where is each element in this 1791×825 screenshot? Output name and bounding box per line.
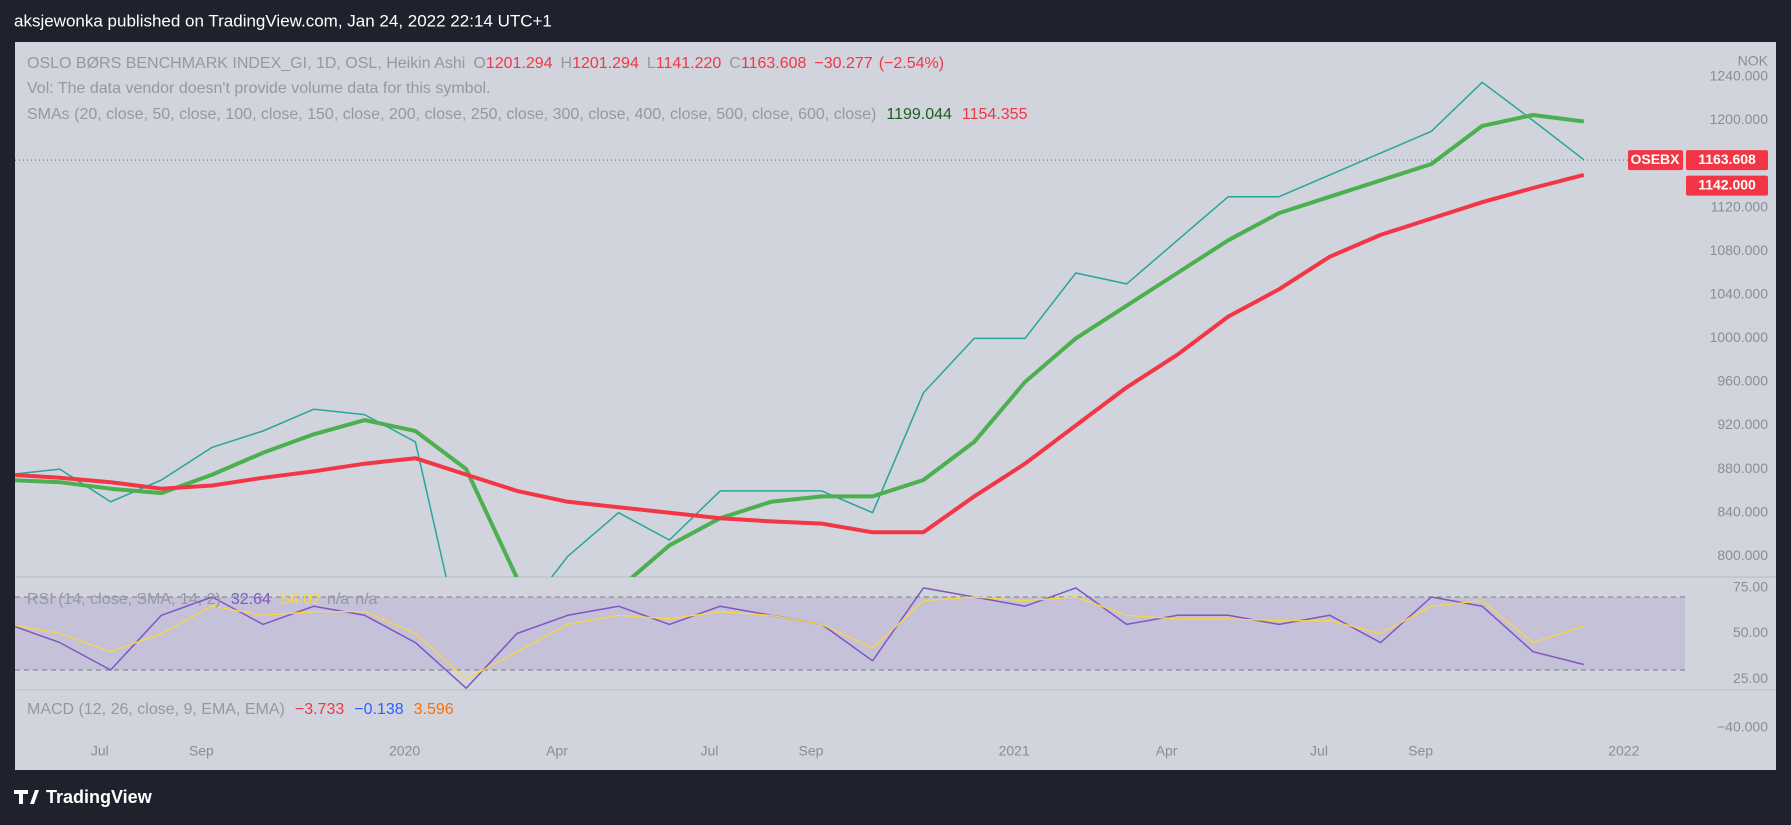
x-tick-label: Apr	[546, 743, 568, 759]
series-line	[15, 81, 1585, 577]
symbol-label-box	[1628, 150, 1683, 171]
symbol-label: OSEBX	[1630, 151, 1680, 167]
y-tick-label: 880.000	[1717, 460, 1768, 476]
ohlc-key: O	[473, 55, 485, 72]
sma-value: 1199.044	[886, 106, 952, 123]
x-tick-label: Sep	[189, 743, 214, 759]
volume-note: Vol: The data vendor doesn't provide vol…	[27, 80, 490, 97]
y-tick-label: 75.00	[1733, 579, 1768, 595]
ohlc-value: 1163.608	[741, 55, 807, 72]
x-tick-label: Apr	[1156, 743, 1178, 759]
ohlc-key: L	[647, 55, 656, 72]
legend-line: OSLO BØRS BENCHMARK INDEX_GI, 1D, OSL, H…	[27, 55, 944, 72]
y-tick-label: 1000.000	[1710, 329, 1769, 345]
macd-legend: MACD (12, 26, close, 9, EMA, EMA) −3.733−…	[27, 701, 454, 718]
series-line	[15, 172, 1585, 535]
ohlc-key: H	[561, 55, 573, 72]
chart-panel	[15, 42, 1776, 770]
price-marker-label: 1142.000	[1698, 176, 1756, 192]
y-tick-label: 840.000	[1717, 503, 1768, 519]
legend-line: SMAs (20, close, 50, close, 100, close, …	[27, 106, 1028, 123]
x-tick-label: Sep	[799, 743, 824, 759]
change-pct: (−2.54%)	[879, 55, 944, 72]
rsi-value: 54.02	[281, 591, 321, 608]
sma-title: SMAs (20, close, 50, close, 100, close, …	[27, 106, 876, 123]
y-tick-label: 25.00	[1733, 670, 1768, 686]
ohlc-value: 1201.294	[486, 55, 553, 72]
price-label: 1163.608	[1698, 151, 1756, 167]
macd-value: −3.733	[295, 701, 344, 718]
ohlc-value: 1141.220	[656, 55, 722, 72]
change: −30.277	[814, 55, 872, 72]
rsi-na: n/a	[355, 591, 377, 608]
ohlc-key: C	[729, 55, 741, 72]
ohlc-value: 1201.294	[572, 55, 639, 72]
macd-value: 3.596	[414, 701, 454, 718]
y-tick-label: 1240.000	[1710, 68, 1769, 84]
x-tick-label: Jul	[700, 743, 718, 759]
series-line	[15, 596, 1584, 680]
macd-title: MACD (12, 26, close, 9, EMA, EMA)	[27, 701, 285, 718]
x-tick-label: Jul	[91, 743, 109, 759]
x-tick-label: 2022	[1608, 743, 1639, 759]
brand: TradingView	[46, 787, 153, 807]
rsi-title: RSI (14, close, SMA, 14, 2)	[27, 591, 221, 608]
y-tick-label: 800.000	[1717, 547, 1768, 563]
brand-logo	[14, 790, 39, 804]
x-tick-label: Jul	[1310, 743, 1328, 759]
rsi-band	[15, 597, 1685, 670]
y-tick-label: 1200.000	[1710, 111, 1769, 127]
publisher: aksjewonka published on TradingView.com,…	[14, 11, 552, 30]
price-label-box	[1686, 150, 1768, 171]
y-tick-label: 1120.000	[1711, 198, 1769, 214]
x-tick-label: 2020	[389, 743, 420, 759]
price-marker-box	[1686, 175, 1768, 196]
y-tick-label: 1080.000	[1710, 242, 1769, 258]
legend-title: OSLO BØRS BENCHMARK INDEX_GI, 1D, OSL, H…	[27, 55, 465, 72]
sma-value: 1154.355	[962, 106, 1028, 123]
y-tick-label: 50.00	[1733, 624, 1768, 640]
x-tick-label: Sep	[1408, 743, 1433, 759]
y-tick-label: 960.000	[1717, 373, 1768, 389]
series-line	[15, 113, 1585, 577]
x-tick-label: 2021	[999, 743, 1030, 759]
y-tick-label: −40.000	[1717, 719, 1768, 735]
currency: NOK	[1738, 53, 1769, 69]
macd-value: −0.138	[354, 701, 403, 718]
rsi-na: n/a	[327, 591, 349, 608]
y-tick-label: 920.000	[1717, 416, 1768, 432]
y-tick-label: 1040.000	[1710, 285, 1769, 301]
plot-area	[15, 81, 1585, 577]
rsi-value: 32.64	[231, 591, 271, 608]
rsi-legend: RSI (14, close, SMA, 14, 2) 32.64 54.02 n/a…	[27, 591, 378, 608]
plot-area	[15, 587, 1584, 689]
